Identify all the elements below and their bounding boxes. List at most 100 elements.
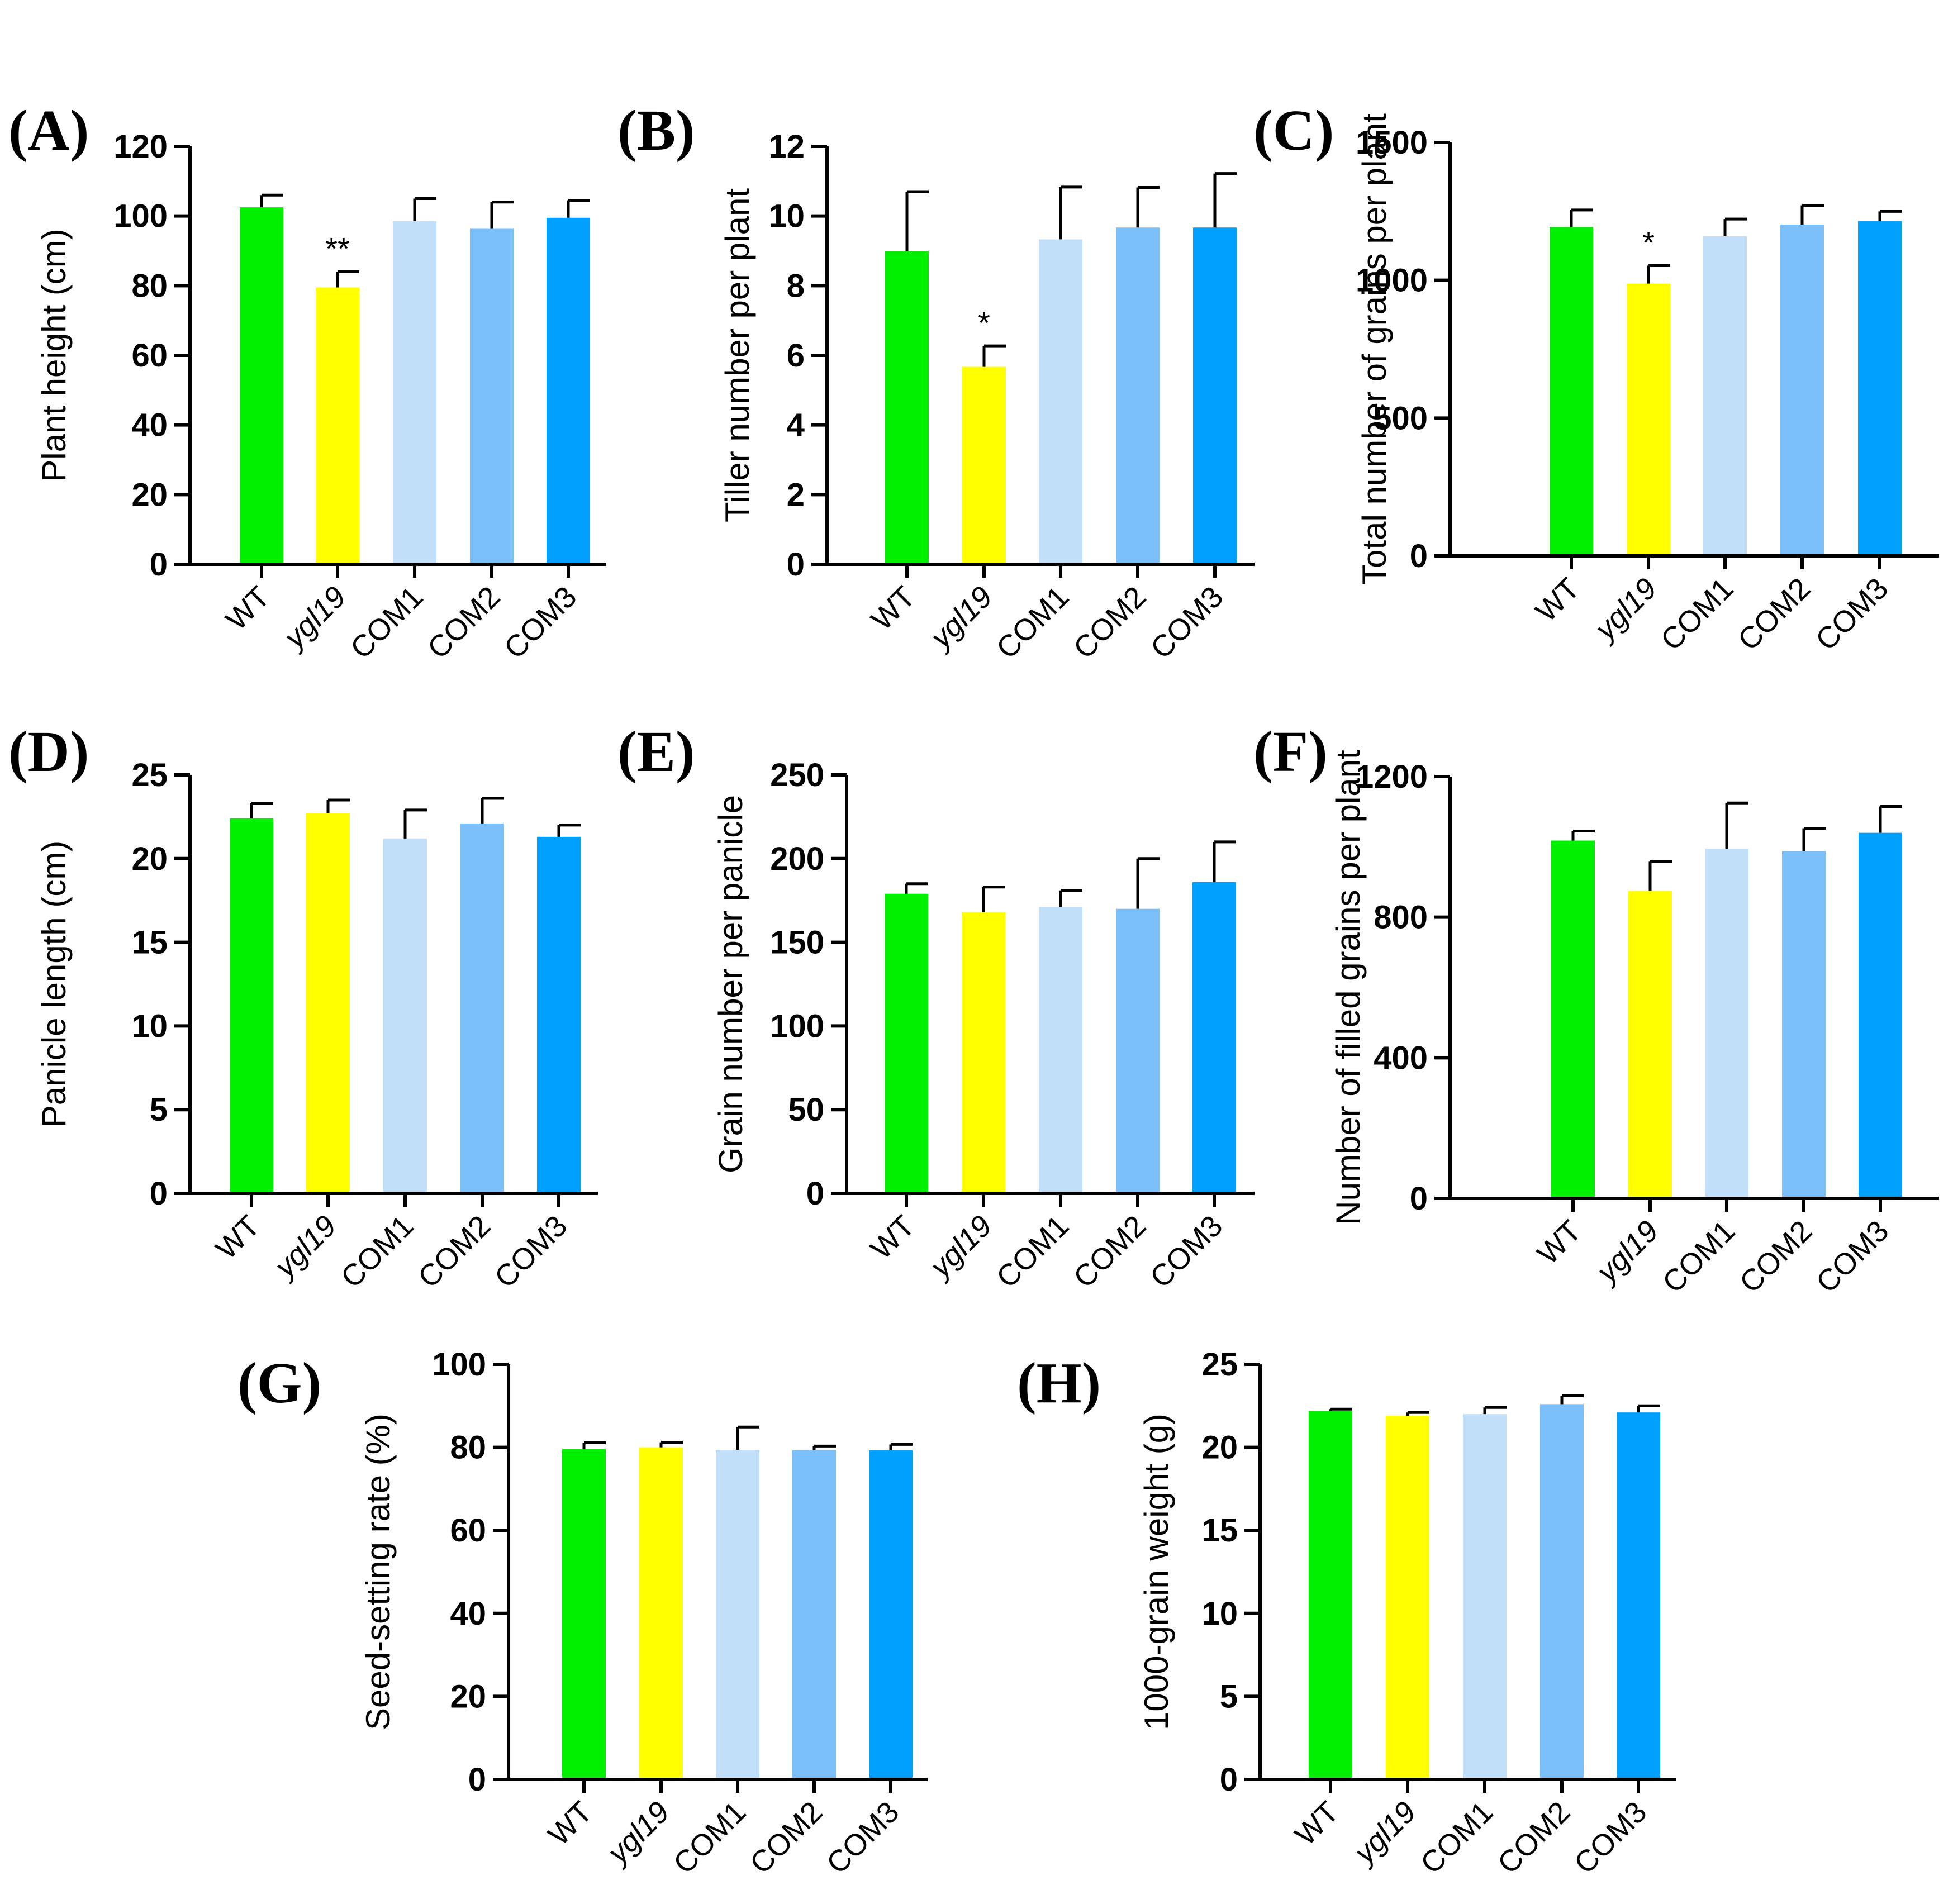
error-bar-b-ygl19 — [982, 344, 1006, 367]
bar-g-com1 — [716, 1450, 759, 1779]
x-category-label-a: COM1 — [344, 580, 430, 665]
bar-b-com2 — [1116, 227, 1160, 564]
error-bar-c-ygl19 — [1647, 264, 1670, 284]
significance-marker-c: * — [1642, 225, 1655, 260]
y-axis-title-d: Panicle length (cm) — [35, 841, 73, 1128]
y-tick-label-a: 0 — [150, 546, 168, 583]
x-category-label-g: COM1 — [667, 1795, 753, 1881]
y-tick-label-e: 150 — [770, 925, 824, 961]
panel-label-f: (F) — [1253, 720, 1328, 784]
x-category-label-b: COM2 — [1067, 580, 1153, 665]
x-category-label-h: WT — [1289, 1795, 1346, 1852]
y-tick-label-d: 20 — [131, 841, 168, 877]
bar-f-com3 — [1859, 832, 1902, 1198]
x-category-label-c: COM2 — [1732, 572, 1817, 657]
error-bar-c-com2 — [1800, 203, 1824, 225]
y-tick-label-d: 25 — [131, 757, 168, 793]
y-tick-label-b: 6 — [787, 337, 805, 374]
error-bar-a-com1 — [413, 197, 436, 222]
significance-marker-a: ** — [325, 231, 350, 266]
panel-label-a: (A) — [8, 98, 89, 163]
error-bar-a-ygl19 — [336, 270, 359, 288]
error-bar-h-com3 — [1637, 1404, 1660, 1413]
x-category-label-b: COM3 — [1144, 580, 1230, 665]
error-bar-g-com2 — [812, 1444, 836, 1450]
y-tick-label-a: 40 — [131, 407, 168, 444]
y-tick-label-b: 8 — [787, 268, 805, 304]
bar-e-com1 — [1039, 907, 1082, 1193]
panel-label-h: (H) — [1017, 1351, 1101, 1415]
error-bar-e-wt — [905, 882, 928, 894]
y-axis-title-c: Total number of grains per plant — [1356, 113, 1393, 585]
y-tick-label-e: 50 — [788, 1092, 824, 1128]
bar-f-com1 — [1705, 848, 1748, 1198]
bar-f-wt — [1551, 840, 1595, 1198]
error-bar-d-ygl19 — [326, 798, 350, 813]
bar-b-com3 — [1193, 227, 1237, 564]
bar-g-com2 — [792, 1450, 836, 1779]
x-category-label-f: COM1 — [1656, 1214, 1742, 1300]
error-bar-d-com3 — [557, 824, 581, 837]
error-bar-f-com3 — [1879, 805, 1902, 833]
y-tick-label-e: 200 — [770, 841, 824, 877]
x-category-label-a: ygl19 — [276, 580, 353, 656]
x-category-label-a: WT — [220, 580, 277, 637]
y-tick-label-h: 5 — [1220, 1678, 1238, 1715]
x-category-label-h: COM2 — [1491, 1795, 1577, 1881]
bar-c-wt — [1550, 227, 1593, 556]
bar-c-com1 — [1703, 236, 1747, 556]
error-bar-e-com3 — [1213, 840, 1236, 882]
y-axis-title-g: Seed-setting rate (%) — [359, 1413, 397, 1730]
y-tick-label-h: 10 — [1201, 1596, 1238, 1632]
error-bar-b-wt — [905, 190, 929, 251]
x-category-label-c: WT — [1529, 572, 1586, 629]
error-bar-c-com3 — [1878, 210, 1902, 221]
error-bar-e-com1 — [1059, 889, 1082, 907]
y-tick-label-e: 100 — [770, 1008, 824, 1044]
y-tick-label-h: 20 — [1201, 1430, 1238, 1466]
y-tick-label-e: 0 — [806, 1175, 824, 1212]
y-tick-label-d: 5 — [150, 1092, 168, 1128]
x-category-label-b: ygl19 — [923, 580, 999, 656]
error-bar-a-wt — [260, 193, 283, 208]
y-tick-label-a: 100 — [113, 198, 168, 235]
x-category-label-g: WT — [542, 1795, 599, 1852]
error-bar-h-wt — [1329, 1407, 1352, 1411]
y-tick-label-g: 20 — [450, 1678, 486, 1715]
bar-c-ygl19 — [1627, 283, 1670, 556]
x-category-label-e: COM2 — [1067, 1209, 1153, 1294]
y-axis-title-e: Grain number per panicle — [712, 795, 749, 1173]
y-axis-title-b: Tiller number per plant — [719, 188, 756, 522]
error-bar-g-ygl19 — [659, 1441, 683, 1448]
y-tick-label-h: 15 — [1201, 1512, 1238, 1549]
bar-a-com2 — [470, 228, 514, 564]
y-tick-label-f: 0 — [1410, 1181, 1428, 1217]
bar-a-com3 — [547, 217, 590, 564]
bar-h-ygl19 — [1386, 1416, 1429, 1779]
bar-b-ygl19 — [962, 366, 1006, 564]
y-tick-label-g: 80 — [450, 1430, 486, 1466]
y-tick-label-g: 60 — [450, 1512, 486, 1549]
bar-h-com1 — [1463, 1414, 1507, 1779]
bar-f-ygl19 — [1628, 891, 1672, 1198]
y-tick-label-f: 800 — [1374, 899, 1428, 936]
y-tick-label-c: 0 — [1410, 538, 1428, 574]
error-bar-g-wt — [582, 1441, 606, 1449]
bar-e-com2 — [1116, 908, 1160, 1193]
x-category-label-c: ygl19 — [1587, 572, 1664, 648]
x-category-label-f: WT — [1531, 1214, 1588, 1271]
bar-b-com1 — [1039, 239, 1082, 564]
panel-label-c: (C) — [1253, 98, 1334, 163]
error-bar-g-com3 — [889, 1443, 913, 1450]
y-tick-label-a: 20 — [131, 477, 168, 513]
y-tick-label-b: 2 — [787, 477, 805, 513]
x-category-label-c: COM1 — [1655, 572, 1740, 657]
error-bar-h-com1 — [1483, 1406, 1507, 1415]
x-category-label-b: WT — [865, 580, 922, 637]
x-category-label-a: COM2 — [421, 580, 507, 665]
